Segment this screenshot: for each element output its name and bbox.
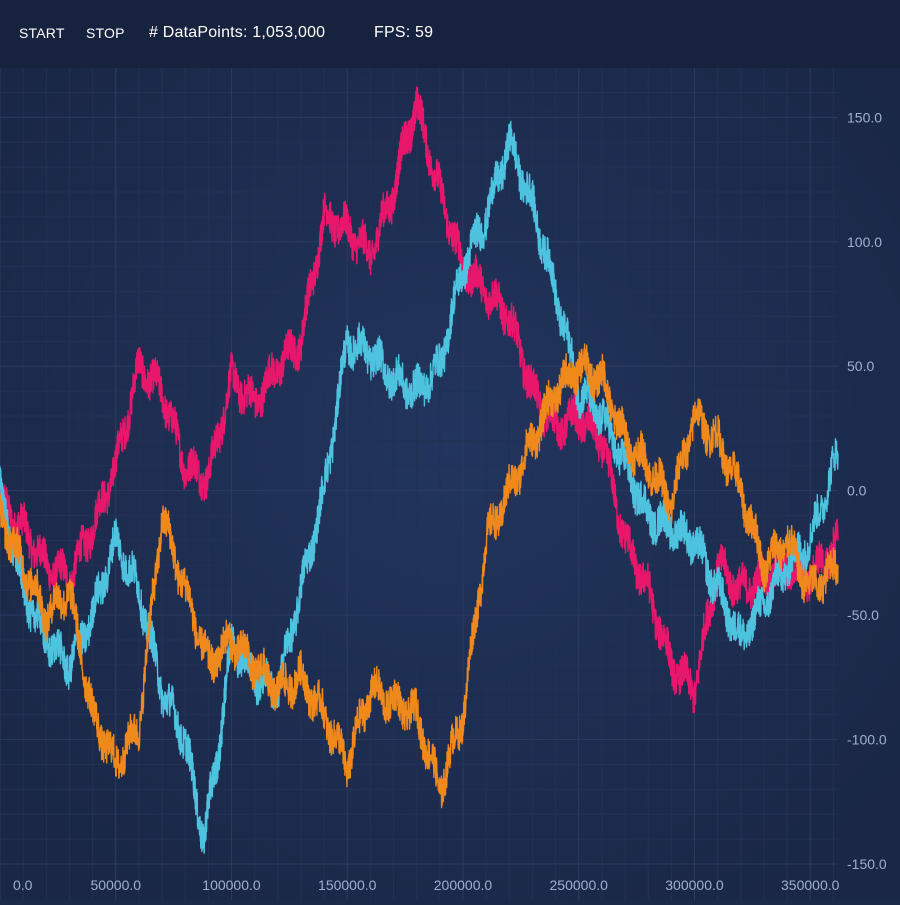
y-tick-label: 100.0 bbox=[847, 234, 882, 250]
series-group bbox=[0, 86, 839, 854]
y-tick-label: 50.0 bbox=[847, 358, 874, 374]
y-tick-label: 0.0 bbox=[847, 483, 867, 499]
chart-area[interactable]: 150.0 100.0 50.0 0.0 -50.0 -100.0 -150.0 0.0 50… bbox=[0, 68, 900, 900]
series-line-2 bbox=[0, 120, 839, 854]
x-tick-label: 250000.0 bbox=[550, 877, 609, 893]
stop-button[interactable]: STOP bbox=[86, 25, 125, 41]
x-tick-label: 300000.0 bbox=[665, 877, 724, 893]
x-axis: 0.0 50000.0 100000.0 150000.0 200000.0 250000… bbox=[13, 877, 840, 893]
grid bbox=[0, 68, 838, 900]
x-tick-label: 50000.0 bbox=[90, 877, 141, 893]
start-button[interactable]: START bbox=[19, 25, 65, 41]
y-axis: 150.0 100.0 50.0 0.0 -50.0 -100.0 -150.0 bbox=[847, 109, 887, 872]
fps-counter: FPS: 59 bbox=[374, 24, 434, 41]
datapoints-counter: # DataPoints: 1,053,000 bbox=[149, 24, 326, 41]
x-tick-label: 100000.0 bbox=[202, 877, 261, 893]
x-tick-label: 200000.0 bbox=[434, 877, 493, 893]
x-tick-label: 150000.0 bbox=[318, 877, 377, 893]
x-tick-label: 350000.0 bbox=[781, 877, 840, 893]
y-tick-label: -50.0 bbox=[847, 607, 879, 623]
series-line-1 bbox=[0, 86, 839, 714]
y-tick-label: -150.0 bbox=[847, 856, 887, 872]
plot-background bbox=[0, 68, 900, 900]
toolbar: START STOP # DataPoints: 1,053,000 FPS: … bbox=[0, 0, 900, 68]
line-chart[interactable]: 150.0 100.0 50.0 0.0 -50.0 -100.0 -150.0 0.0 50… bbox=[0, 68, 900, 900]
y-tick-label: 150.0 bbox=[847, 109, 882, 125]
y-tick-label: -100.0 bbox=[847, 732, 887, 748]
x-tick-label: 0.0 bbox=[13, 877, 33, 893]
series-line-3 bbox=[0, 343, 839, 809]
